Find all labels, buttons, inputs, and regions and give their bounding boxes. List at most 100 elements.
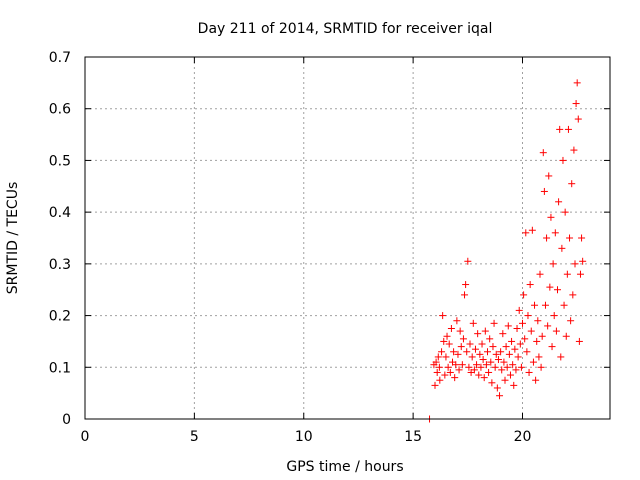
data-point — [539, 149, 547, 157]
data-point — [485, 368, 493, 376]
data-point — [442, 353, 450, 361]
y-tick-label: 0.3 — [49, 257, 71, 273]
data-point — [435, 363, 443, 371]
data-point — [451, 374, 459, 382]
data-point — [490, 319, 498, 327]
data-point — [497, 348, 505, 356]
data-point — [544, 322, 552, 330]
x-tick-label: 0 — [81, 429, 90, 445]
data-point — [431, 381, 439, 389]
data-point — [441, 371, 449, 379]
data-point — [548, 343, 556, 351]
data-point — [512, 366, 520, 374]
data-point — [510, 381, 518, 389]
data-point — [564, 125, 572, 133]
data-point — [574, 115, 582, 123]
data-point — [455, 366, 463, 374]
data-point — [457, 343, 465, 351]
data-point — [486, 335, 494, 343]
y-tick-label: 0 — [62, 412, 71, 428]
y-tick-label: 0.6 — [49, 102, 71, 118]
data-point — [575, 337, 583, 345]
plot-frame — [84, 56, 611, 420]
y-tick-label: 0.4 — [49, 205, 71, 221]
x-axis-label: GPS time / hours — [286, 459, 403, 475]
data-point — [559, 156, 567, 164]
data-point — [523, 348, 531, 356]
data-point — [489, 343, 497, 351]
data-point — [563, 270, 571, 278]
data-point — [535, 353, 543, 361]
data-point — [478, 340, 486, 348]
data-point — [541, 301, 549, 309]
data-point — [475, 371, 483, 379]
data-point — [470, 366, 478, 374]
data-point — [479, 356, 487, 364]
x-tick-label: 15 — [404, 429, 422, 445]
data-point — [504, 322, 512, 330]
data-point — [454, 350, 462, 358]
data-point — [439, 312, 447, 320]
data-point — [503, 363, 511, 371]
data-point — [532, 376, 540, 384]
data-point — [452, 361, 460, 369]
data-point — [473, 361, 481, 369]
axis-layer: 0 0.1 0.2 0.3 0.4 0.5 0.6 0.7 0 5 10 15 20 — [49, 50, 610, 445]
data-point — [466, 340, 474, 348]
data-point — [561, 208, 569, 216]
data-point — [463, 348, 471, 356]
data-point — [562, 332, 570, 340]
data-point — [468, 353, 476, 361]
y-tick-label: 0.1 — [49, 360, 71, 376]
data-point — [537, 363, 545, 371]
data-point — [527, 327, 535, 335]
data-point — [505, 350, 513, 358]
data-point — [509, 361, 517, 369]
data-point — [487, 358, 495, 366]
data-point — [488, 379, 496, 387]
data-point — [461, 291, 469, 299]
data-point — [566, 234, 574, 242]
data-point — [471, 345, 479, 353]
data-point — [465, 363, 473, 371]
data-point — [536, 270, 544, 278]
data-point — [521, 335, 529, 343]
data-point — [494, 356, 502, 364]
data-point — [462, 281, 470, 289]
x-tick-label: 10 — [295, 429, 313, 445]
data-point — [543, 234, 551, 242]
data-point — [572, 100, 580, 108]
data-point — [556, 125, 564, 133]
data-point — [546, 283, 554, 291]
data-point — [498, 366, 506, 374]
data-point — [458, 361, 466, 369]
data-point — [496, 392, 504, 400]
data-point — [453, 317, 461, 325]
data-point — [436, 376, 444, 384]
data-point — [508, 337, 516, 345]
data-point — [524, 312, 532, 320]
data-point — [480, 374, 488, 382]
data-point — [573, 79, 581, 87]
y-tick-label: 0.7 — [49, 50, 71, 66]
data-point — [501, 376, 509, 384]
data-point — [499, 330, 507, 338]
data-point — [578, 234, 586, 242]
data-point — [438, 348, 446, 356]
data-point — [528, 226, 536, 234]
data-point — [555, 198, 563, 206]
data-point — [511, 345, 519, 353]
data-point — [522, 229, 530, 237]
data-point — [491, 363, 499, 371]
data-point — [493, 384, 501, 392]
data-point — [445, 340, 453, 348]
grid-layer — [85, 57, 610, 419]
data-point — [570, 146, 578, 154]
data-point — [456, 327, 464, 335]
data-point — [533, 337, 541, 345]
data-point — [433, 368, 441, 376]
data-point — [474, 330, 482, 338]
data-point — [550, 312, 558, 320]
